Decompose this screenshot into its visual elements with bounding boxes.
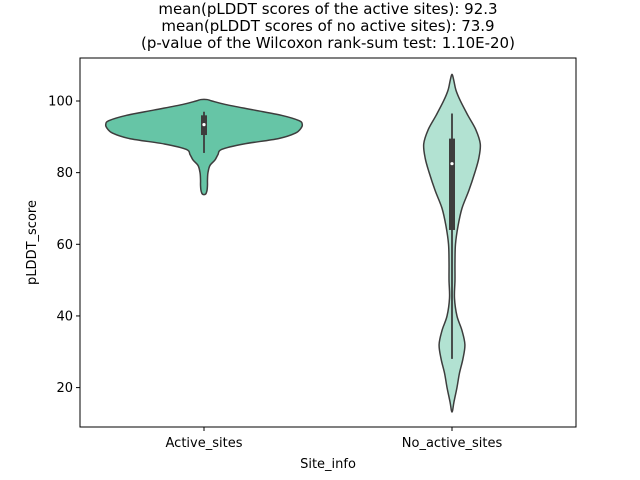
chart-title-line-1: mean(pLDDT scores of the active sites): …: [158, 0, 497, 18]
y-axis: 20 40 60 80 100: [48, 94, 80, 396]
y-axis-label: pLDDT_score: [25, 200, 40, 285]
y-tick-label: 80: [56, 166, 73, 181]
chart-title-line-2: mean(pLDDT scores of no active sites): 7…: [161, 17, 494, 35]
y-tick-label: 60: [56, 238, 73, 253]
y-tick-label: 100: [48, 94, 73, 109]
plot-frame: [79, 57, 577, 428]
x-tick-label: Active_sites: [166, 436, 243, 451]
x-axis-label: Site_info: [300, 457, 356, 472]
inner-boxes-group: [201, 111, 455, 359]
chart-title-line-3: (p-value of the Wilcoxon rank-sum test: …: [141, 34, 515, 52]
iqr-box-no-active-sites: [449, 138, 455, 230]
median-marker-active-sites: [202, 123, 206, 127]
y-tick-label: 40: [56, 309, 73, 324]
violins-group: [104, 73, 482, 413]
x-tick-label: No_active_sites: [402, 436, 503, 451]
median-marker-no-active-sites: [450, 162, 454, 166]
x-axis: Active_sites No_active_sites: [166, 427, 503, 451]
y-tick-label: 20: [56, 381, 73, 396]
